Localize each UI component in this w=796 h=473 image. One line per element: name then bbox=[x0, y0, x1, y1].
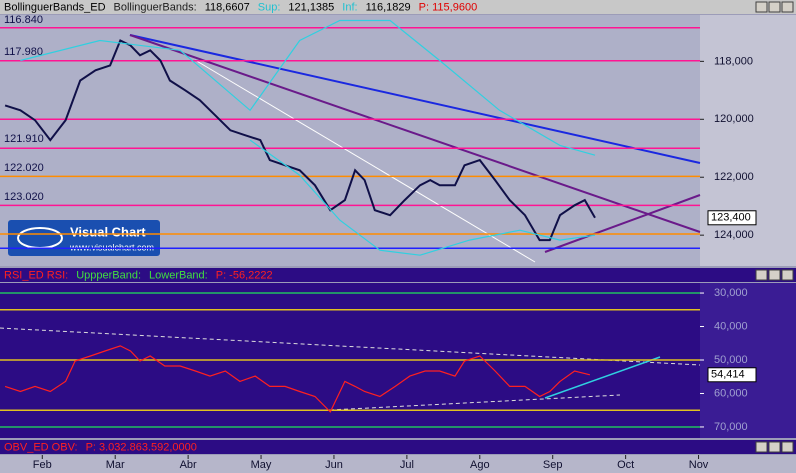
level-label: 116.840 bbox=[4, 14, 43, 26]
y-tick-label: 118,000 bbox=[714, 55, 753, 67]
logo: Visual Chart www.visualchart.com bbox=[8, 220, 160, 256]
x-tick-label: Jun bbox=[325, 459, 343, 471]
y-tick-label: 70,000 bbox=[714, 421, 748, 433]
x-axis-band bbox=[0, 455, 796, 473]
y-tick-label: 40,000 bbox=[714, 320, 748, 332]
trend-line bbox=[129, 34, 701, 164]
y-tick-label: 30,000 bbox=[714, 287, 748, 299]
x-tick-label: Sep bbox=[543, 459, 563, 471]
window-button[interactable] bbox=[781, 441, 794, 453]
header-text: Sup: bbox=[258, 1, 281, 13]
trend-line bbox=[194, 59, 536, 263]
logo-url: www.visualchart.com bbox=[69, 242, 154, 252]
window-button[interactable] bbox=[781, 1, 794, 13]
rsi-axis bbox=[700, 283, 796, 438]
series-line bbox=[4, 39, 596, 242]
window-button[interactable] bbox=[755, 441, 768, 453]
y-tick-label: 50,000 bbox=[714, 354, 748, 366]
header-text: P: 3.032.863.592,0000 bbox=[86, 441, 197, 453]
y-tick-label: 60,000 bbox=[714, 387, 748, 399]
panel-header bbox=[0, 268, 796, 282]
x-tick-label: Feb bbox=[33, 459, 52, 471]
trend-line bbox=[0, 327, 701, 366]
y-tick-label: 122,000 bbox=[714, 171, 754, 183]
window-button[interactable] bbox=[755, 269, 768, 281]
x-tick-label: Abr bbox=[180, 459, 197, 471]
x-tick-label: Jul bbox=[400, 459, 414, 471]
header-text: 118,6607 bbox=[205, 1, 250, 13]
window-button[interactable] bbox=[768, 441, 781, 453]
window-button[interactable] bbox=[755, 1, 768, 13]
header-text: 116,1829 bbox=[366, 1, 411, 13]
header-text: LowerBand: bbox=[149, 269, 208, 281]
level-label: 117.980 bbox=[4, 46, 43, 58]
level-label: 122.020 bbox=[4, 162, 44, 174]
current-value-box bbox=[707, 367, 757, 383]
logo-title: Visual Chart bbox=[70, 224, 146, 239]
window-button[interactable] bbox=[768, 269, 781, 281]
current-value-box bbox=[707, 210, 757, 226]
current-value-label: 54,414 bbox=[711, 369, 745, 381]
series-line bbox=[249, 139, 596, 256]
header-text: 121,1385 bbox=[288, 1, 334, 13]
current-value-label: 123,400 bbox=[711, 212, 751, 224]
trend-line bbox=[544, 356, 661, 399]
series-line bbox=[20, 19, 596, 156]
header-text: Inf: bbox=[342, 1, 357, 13]
y-tick-label: 124,000 bbox=[714, 229, 754, 241]
trend-line bbox=[329, 394, 621, 411]
level-label: 123.020 bbox=[4, 191, 44, 203]
x-tick-label: Nov bbox=[689, 459, 709, 471]
trend-lines bbox=[0, 34, 701, 411]
header-text: P: -56,2222 bbox=[216, 269, 273, 281]
panel-header bbox=[0, 0, 796, 14]
x-tick-label: May bbox=[251, 459, 272, 471]
series-line bbox=[4, 345, 591, 413]
x-tick-label: Mar bbox=[106, 459, 125, 471]
header-text: BollinguerBands: bbox=[114, 1, 197, 13]
x-tick-label: Ago bbox=[470, 459, 490, 471]
window-button[interactable] bbox=[781, 269, 794, 281]
x-tick-label: Oct bbox=[617, 459, 634, 471]
window-button[interactable] bbox=[768, 1, 781, 13]
header-text: P: 115,9600 bbox=[419, 1, 478, 13]
y-tick-label: 120,000 bbox=[714, 113, 754, 125]
header-text: RSI_ED RSI: bbox=[4, 269, 68, 281]
panel-header bbox=[0, 440, 796, 454]
level-label: 121.910 bbox=[4, 133, 44, 145]
header-text: OBV_ED OBV: bbox=[4, 441, 78, 453]
trend-line bbox=[129, 34, 701, 233]
header-text: BollinguerBands_ED bbox=[4, 1, 106, 13]
header-text: UppperBand: bbox=[76, 269, 141, 281]
trend-line bbox=[544, 194, 701, 253]
